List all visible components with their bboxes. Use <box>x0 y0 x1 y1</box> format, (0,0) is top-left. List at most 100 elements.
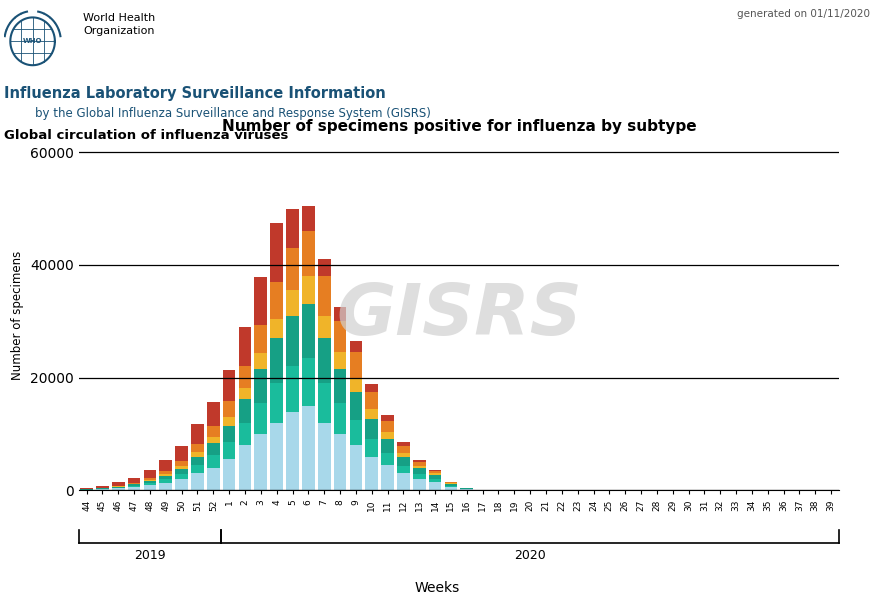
Bar <box>350 392 362 420</box>
Bar <box>302 358 315 406</box>
Bar <box>365 438 378 457</box>
Bar <box>239 445 252 490</box>
Bar <box>350 420 362 445</box>
Bar <box>239 327 252 367</box>
Bar <box>381 438 394 452</box>
Bar <box>445 485 457 487</box>
Bar <box>159 474 172 476</box>
Title: Number of specimens positive for influenza by subtype: Number of specimens positive for influen… <box>221 120 697 134</box>
Bar <box>413 468 426 474</box>
Bar <box>445 483 457 484</box>
Bar <box>445 482 457 483</box>
Bar <box>239 399 252 423</box>
Bar <box>334 307 346 321</box>
Bar <box>96 485 108 487</box>
Text: Organization: Organization <box>83 26 155 36</box>
Bar <box>413 479 426 490</box>
Bar <box>286 367 299 411</box>
Text: World Health: World Health <box>83 13 156 23</box>
Bar <box>302 206 315 231</box>
Bar <box>112 487 125 489</box>
Bar <box>429 474 441 479</box>
Bar <box>254 354 267 369</box>
Bar <box>191 424 204 444</box>
Bar <box>191 457 204 465</box>
Text: Influenza Laboratory Surveillance Information: Influenza Laboratory Surveillance Inform… <box>4 86 386 101</box>
Bar <box>350 445 362 490</box>
Bar <box>286 248 299 291</box>
Bar <box>429 470 441 471</box>
Bar <box>365 392 378 409</box>
Bar <box>128 478 141 482</box>
Bar <box>318 276 330 316</box>
Bar <box>365 384 378 392</box>
Bar <box>334 352 346 369</box>
Y-axis label: Number of specimens: Number of specimens <box>11 251 24 380</box>
Bar <box>318 338 330 383</box>
Bar <box>207 455 219 468</box>
Bar <box>191 473 204 490</box>
Bar <box>429 479 441 482</box>
Text: generated on 01/11/2020: generated on 01/11/2020 <box>737 9 870 19</box>
Bar <box>159 460 172 471</box>
Bar <box>397 453 410 457</box>
Bar <box>334 369 346 403</box>
Bar <box>461 489 473 490</box>
Bar <box>207 443 219 455</box>
Bar <box>254 277 267 326</box>
Bar <box>429 482 441 490</box>
Bar <box>302 305 315 358</box>
Bar <box>223 443 235 459</box>
Bar <box>143 470 156 478</box>
Bar <box>381 465 394 490</box>
Bar <box>176 469 188 474</box>
Bar <box>381 415 394 421</box>
Bar <box>207 437 219 443</box>
Bar <box>429 473 441 474</box>
Bar <box>270 423 283 490</box>
Bar <box>286 291 299 316</box>
Bar <box>112 489 125 490</box>
Bar <box>286 208 299 248</box>
Bar <box>143 480 156 481</box>
Bar <box>397 446 410 453</box>
Bar <box>413 462 426 466</box>
Bar <box>445 487 457 490</box>
Bar <box>365 457 378 490</box>
Bar <box>143 483 156 485</box>
Bar <box>302 276 315 305</box>
Bar <box>223 425 235 443</box>
Bar <box>207 468 219 490</box>
Bar <box>413 460 426 462</box>
Bar <box>159 471 172 474</box>
Bar <box>80 488 93 489</box>
Bar <box>159 479 172 482</box>
Bar <box>112 482 125 485</box>
Bar <box>350 378 362 392</box>
Bar <box>445 484 457 485</box>
Bar <box>381 421 394 432</box>
Bar <box>350 341 362 352</box>
Bar <box>176 446 188 462</box>
Bar <box>96 489 108 490</box>
Bar <box>381 452 394 465</box>
Bar <box>254 434 267 490</box>
Bar <box>254 369 267 403</box>
Text: 2020: 2020 <box>514 549 546 562</box>
Bar <box>254 403 267 434</box>
Text: WHO: WHO <box>23 39 42 44</box>
Text: Weeks: Weeks <box>414 581 460 595</box>
Bar <box>128 484 141 485</box>
Bar <box>191 444 204 452</box>
Bar <box>223 402 235 417</box>
Bar <box>397 466 410 473</box>
Bar <box>270 338 283 383</box>
Bar <box>302 406 315 490</box>
Text: Global circulation of influenza viruses: Global circulation of influenza viruses <box>4 129 288 142</box>
Bar <box>381 432 394 438</box>
Bar <box>143 485 156 490</box>
Bar <box>318 316 330 338</box>
Bar <box>334 434 346 490</box>
Bar <box>334 321 346 352</box>
Bar <box>128 485 141 487</box>
